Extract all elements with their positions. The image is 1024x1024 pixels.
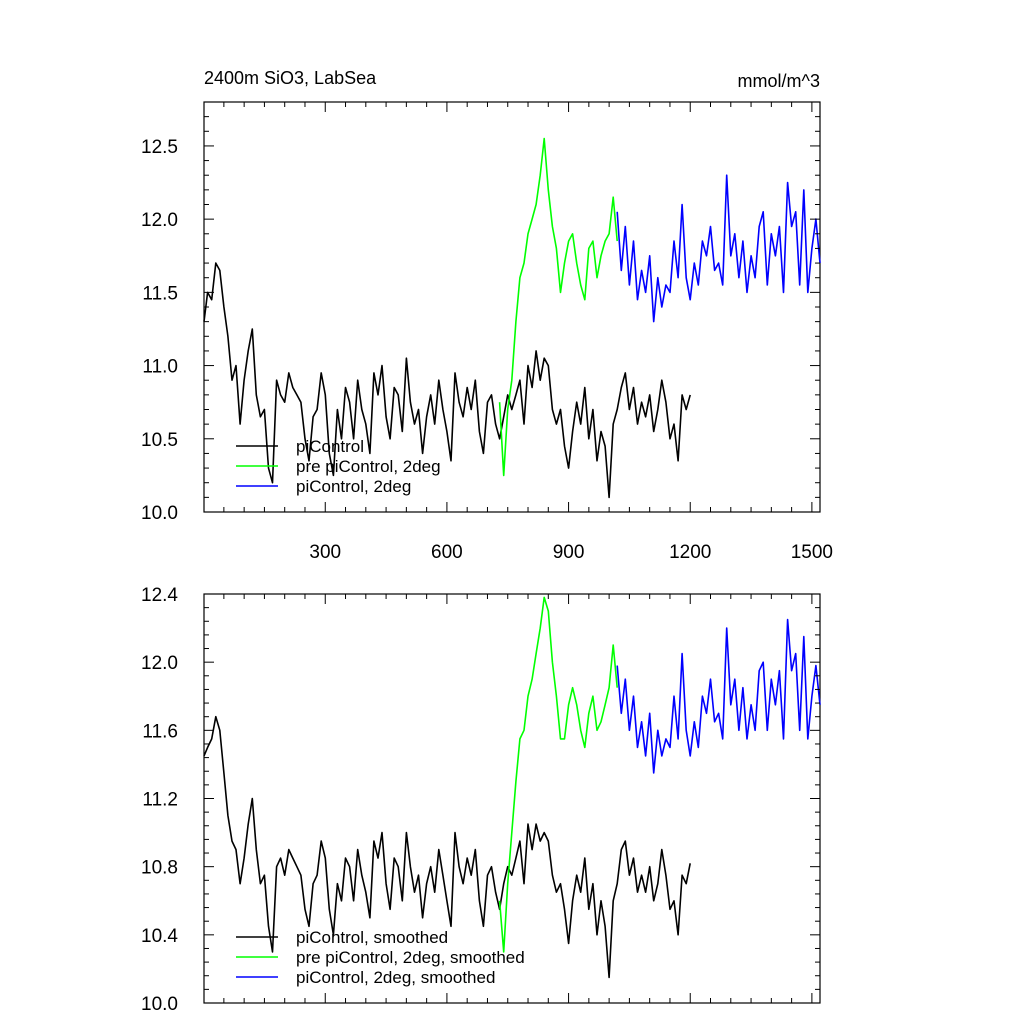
panel-title-left: 2400m SiO3, LabSea	[204, 68, 377, 88]
legend-label-1: pre piControl, 2deg, smoothed	[296, 948, 525, 967]
series-line-1	[498, 137, 618, 477]
series-line-0	[203, 715, 691, 979]
axis-ticks: 10.0 10.4 10.8 11.2 11.6 12.0 12.4	[141, 585, 820, 1015]
y-tick-label: 10.5	[141, 430, 178, 451]
series-line-2	[616, 174, 821, 323]
x-tick-label: 300	[309, 542, 341, 563]
series-line-0	[203, 262, 691, 499]
y-tick-label: 11.0	[142, 357, 178, 378]
axis-ticks: 300 600 900 1200 1500 10.0 10.5 11.0 11.5 12.0 12.…	[141, 101, 833, 563]
y-tick-label: 12.0	[141, 653, 178, 674]
legend-label-0: piControl	[296, 437, 364, 456]
y-tick-label: 11.6	[142, 721, 178, 742]
legend-label-1: pre piControl, 2deg	[296, 457, 441, 476]
y-tick-label: 10.4	[141, 926, 178, 947]
y-tick-label: 10.8	[141, 858, 178, 879]
y-tick-label: 10.0	[141, 503, 178, 524]
series-line-2	[616, 618, 821, 774]
y-tick-label: 12.5	[141, 137, 178, 158]
x-tick-label: 1500	[791, 542, 833, 563]
series-lines	[203, 137, 821, 499]
y-tick-label: 12.4	[141, 585, 178, 606]
bottom-panel: 10.0 10.4 10.8 11.2 11.6 12.0 12.4 piControl, …	[141, 585, 821, 1015]
x-tick-label: 600	[431, 542, 463, 563]
series-line-1	[498, 596, 618, 953]
legend-label-0: piControl, smoothed	[296, 928, 448, 947]
y-tick-label: 11.2	[142, 790, 178, 811]
x-tick-label: 1200	[669, 542, 711, 563]
panel-title-right: mmol/m^3	[738, 71, 820, 91]
y-tick-label: 10.0	[141, 994, 178, 1015]
series-lines	[203, 596, 821, 979]
y-tick-label: 11.5	[142, 283, 178, 304]
top-panel: 2400m SiO3, LabSea mmol/m^3 300 600 900 120…	[141, 68, 833, 563]
legend-label-2: piControl, 2deg, smoothed	[296, 968, 495, 987]
y-tick-label: 12.0	[141, 210, 178, 231]
legend-label-2: piControl, 2deg	[296, 477, 411, 496]
x-tick-label: 900	[553, 542, 585, 563]
